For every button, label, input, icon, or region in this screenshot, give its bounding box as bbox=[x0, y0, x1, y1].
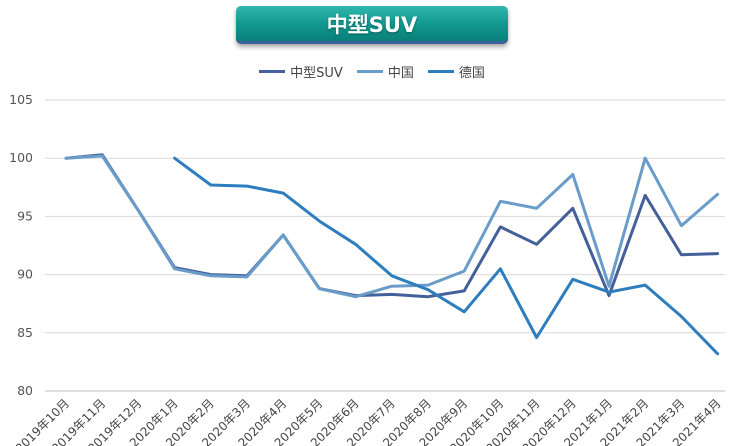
chart-title-banner: 中型SUV bbox=[236, 6, 508, 44]
series-line-2 bbox=[64, 154, 720, 299]
chart-title: 中型SUV bbox=[326, 12, 418, 37]
y-axis: 80 85 90 95 100 105 bbox=[9, 92, 33, 398]
y-tick-label: 90 bbox=[17, 267, 33, 282]
series-line-3 bbox=[173, 156, 720, 356]
legend-label-series-3: 德国 bbox=[458, 66, 485, 81]
legend-swatch-series-1 bbox=[259, 70, 286, 73]
legend: 中型SUV 中国 德国 bbox=[0, 62, 744, 81]
gridlines bbox=[45, 99, 725, 392]
y-tick-label: 85 bbox=[17, 325, 33, 340]
legend-label-series-1: 中型SUV bbox=[290, 66, 343, 81]
legend-item-series-3: 德国 bbox=[427, 62, 485, 81]
legend-item-series-1: 中型SUV bbox=[259, 62, 343, 81]
legend-label-series-2: 中国 bbox=[387, 66, 414, 81]
y-tick-label: 80 bbox=[17, 383, 33, 398]
series-lines bbox=[64, 153, 720, 356]
y-tick-label: 105 bbox=[9, 92, 33, 107]
x-axis: 2019年10月2019年11月2019年12月2020年1月2020年2月20… bbox=[13, 396, 724, 446]
y-tick-label: 100 bbox=[9, 150, 33, 165]
legend-swatch-series-3 bbox=[427, 70, 454, 73]
y-tick-label: 95 bbox=[17, 208, 33, 223]
legend-item-series-2: 中国 bbox=[356, 62, 414, 81]
legend-swatch-series-2 bbox=[356, 70, 383, 73]
